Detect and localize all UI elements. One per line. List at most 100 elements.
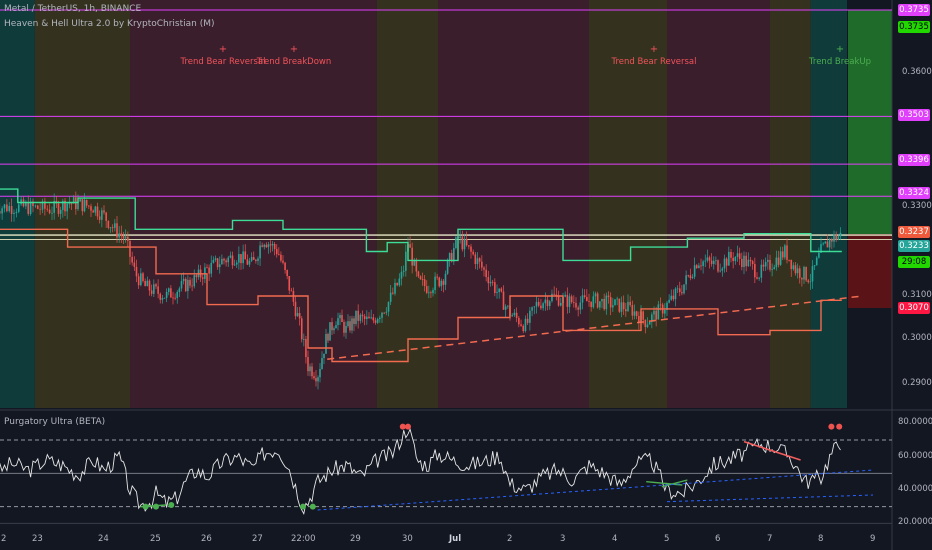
- candle-body: [668, 299, 670, 303]
- bull-divergence-3: [661, 479, 688, 488]
- candle-body: [489, 281, 492, 284]
- candle-body: [811, 266, 814, 282]
- candle-body: [760, 264, 763, 278]
- candle-body: [51, 212, 53, 214]
- candle-body: [273, 244, 276, 250]
- candle-body: [792, 265, 795, 270]
- candle-body: [383, 312, 385, 314]
- candle-body: [496, 292, 498, 293]
- trendline: [327, 295, 863, 360]
- candle-body: [290, 290, 293, 292]
- candle-body: [575, 302, 577, 308]
- candle-body: [421, 279, 424, 280]
- price-tag: 0.3503: [898, 109, 930, 121]
- candle-body: [813, 265, 816, 267]
- candle-body: [182, 278, 185, 282]
- candle-body: [544, 299, 547, 304]
- candle-body: [329, 322, 331, 341]
- candle-body: [298, 313, 301, 319]
- candle-body: [212, 259, 215, 263]
- signal-dot: [399, 423, 406, 430]
- candle-body: [635, 311, 638, 316]
- candle-body: [257, 258, 259, 262]
- osc-tick-label: 20.0000: [898, 517, 932, 528]
- signal-dot: [309, 503, 316, 510]
- candle-body: [758, 277, 760, 279]
- candle-body: [122, 235, 125, 239]
- candle-body: [710, 260, 713, 264]
- candle-body: [400, 271, 403, 279]
- candle-body: [687, 275, 690, 277]
- candle-body: [612, 305, 614, 308]
- candle-body: [513, 312, 516, 316]
- candle-body: [689, 275, 692, 278]
- annotation-label-3: Trend BreakUp: [808, 57, 871, 67]
- candle-body: [461, 236, 464, 250]
- candle-body: [381, 312, 383, 318]
- zone-bear: [130, 0, 377, 408]
- candle-body: [116, 223, 118, 238]
- price-tag: 0.3735: [898, 4, 930, 16]
- candle-body: [504, 306, 507, 310]
- candle-body: [34, 205, 37, 207]
- candle-body: [163, 297, 166, 299]
- candle-body: [398, 278, 401, 286]
- candle-body: [109, 227, 112, 229]
- candle-body: [627, 301, 629, 312]
- candle-body: [278, 254, 280, 255]
- candle-body: [323, 353, 325, 359]
- candle-body: [81, 199, 84, 212]
- candle-body: [368, 316, 370, 319]
- symbol-title: Metal / TetherUS, 1h, BINANCE: [4, 4, 142, 14]
- candle-body: [657, 304, 660, 320]
- candle-body: [715, 260, 717, 262]
- candle-body: [396, 282, 398, 286]
- candle-body: [498, 288, 500, 293]
- zone-bear: [667, 0, 770, 408]
- candle-body: [111, 227, 114, 229]
- candle-body: [794, 265, 797, 274]
- candle-body: [103, 210, 105, 213]
- bear-divergence: [743, 440, 801, 461]
- candle-body: [771, 269, 773, 270]
- candle-body: [327, 333, 329, 341]
- candle-body: [717, 260, 719, 272]
- signal-dot: [828, 423, 835, 430]
- price-tag: 29:08: [898, 256, 930, 268]
- candle-body: [542, 303, 544, 309]
- candle-body: [678, 288, 681, 293]
- support-trendline: [327, 295, 863, 360]
- candle-body: [807, 280, 810, 283]
- candle-body: [754, 264, 756, 278]
- candle-body: [129, 240, 131, 257]
- candle-body: [483, 267, 485, 270]
- candle-body: [708, 257, 711, 261]
- candle-body: [721, 268, 724, 271]
- candle-body: [118, 233, 120, 238]
- candle-body: [599, 301, 601, 308]
- time-tick-label: 7: [767, 534, 773, 544]
- time-tick-label: 25: [150, 534, 161, 544]
- price-tag: 0.3237: [898, 226, 930, 238]
- candle-body: [409, 244, 411, 248]
- candle-body: [788, 259, 790, 261]
- candle-body: [59, 209, 62, 214]
- osc-tick-label: 60.0000: [898, 450, 932, 461]
- candle-body: [555, 294, 558, 296]
- candle-body: [736, 253, 739, 257]
- candle-body: [313, 376, 315, 379]
- candle-body: [425, 286, 428, 293]
- candle-body: [664, 309, 666, 314]
- annotation-marker-3: +: [836, 44, 844, 55]
- candle-body: [815, 257, 818, 266]
- candle-body: [394, 282, 396, 294]
- candle-body: [476, 258, 479, 265]
- candle-body: [577, 307, 579, 310]
- candle-body: [64, 200, 66, 212]
- candle-body: [511, 315, 514, 317]
- candle-body: [214, 258, 217, 260]
- candle-body: [596, 293, 599, 308]
- candle-body: [413, 260, 416, 266]
- candle-body: [487, 277, 490, 284]
